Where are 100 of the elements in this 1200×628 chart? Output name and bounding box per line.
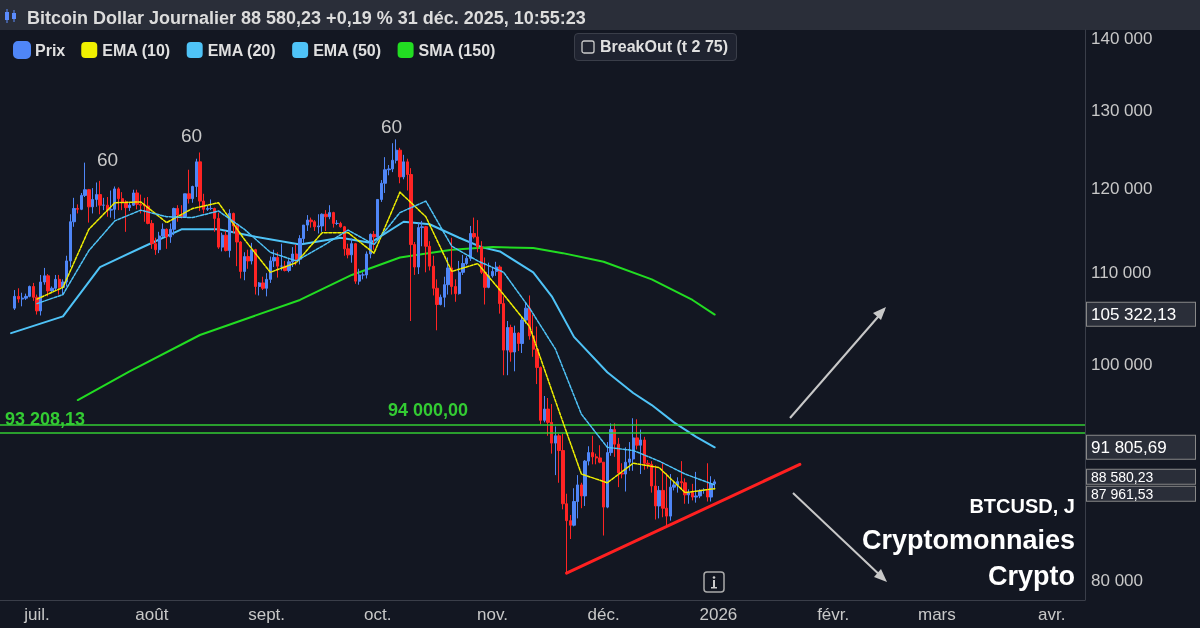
candlestick (258, 281, 261, 296)
candlestick (280, 243, 283, 272)
candlestick (17, 287, 20, 304)
candlestick (691, 483, 694, 501)
x-tick-label: févr. (817, 605, 850, 624)
candlestick (28, 285, 31, 298)
candlestick (46, 273, 50, 297)
annotation: 60 (181, 125, 203, 146)
candlestick (391, 142, 394, 173)
candlestick (676, 476, 679, 494)
x-tick-label: oct. (364, 605, 392, 624)
annotation: BTCUSD, J (969, 495, 1075, 517)
y-tick-label: 87 961,53 (1091, 485, 1154, 502)
candlestick (643, 436, 646, 471)
x-tick-label: août (135, 605, 169, 624)
candlestick (654, 464, 657, 521)
candlestick (343, 225, 346, 257)
candlestick (58, 274, 61, 296)
candlestick (687, 488, 690, 505)
candlestick (243, 251, 246, 281)
candlestick (635, 418, 639, 450)
candlestick (706, 462, 709, 503)
candlestick (398, 147, 402, 184)
annotation: 60 (97, 149, 119, 170)
candlestick (372, 230, 376, 251)
x-tick-label: nov. (477, 605, 508, 624)
candlestick (224, 230, 228, 252)
candlestick (198, 151, 202, 212)
candlestick (517, 331, 520, 352)
candlestick (309, 217, 313, 229)
candlestick (506, 320, 509, 376)
candlestick (21, 292, 24, 307)
candlestick (543, 395, 546, 423)
candlestick (417, 222, 420, 275)
candlestick (109, 190, 113, 219)
candlestick (354, 242, 357, 285)
candlestick (76, 203, 79, 214)
candlestick (261, 276, 265, 291)
x-tick-label: juil. (23, 605, 50, 624)
annotation: Cryptomonnaies (861, 524, 1075, 555)
legend-label: SMA (150) (418, 41, 496, 59)
candlestick (669, 473, 672, 522)
candlestick (183, 193, 187, 218)
chart-title: Bitcoin Dollar Journalier 88 580,23 +0,19 % 31 déc. 2025, 10:55:23 (27, 8, 586, 28)
x-tick-label: déc. (587, 605, 620, 624)
candlestick (320, 212, 324, 233)
candlestick (98, 180, 102, 215)
candlestick (509, 324, 513, 363)
annotation: BreakOut (t 2 75) (600, 38, 729, 56)
candlestick (221, 232, 224, 252)
annotation: Crypto (988, 560, 1075, 591)
x-tick-label: 2026 (699, 605, 738, 624)
candlestick (424, 225, 428, 273)
candlestick (113, 185, 116, 220)
candlestick (624, 446, 627, 493)
annotation: 60 (381, 116, 403, 137)
y-tick-label: 88 580,23 (1091, 468, 1154, 485)
candlestick (165, 227, 168, 250)
candlestick (295, 244, 298, 266)
ref-line-label: 93 208,13 (5, 408, 86, 429)
y-tick-label: 105 322,13 (1091, 304, 1177, 324)
candlestick (313, 219, 316, 232)
candlestick (117, 186, 120, 211)
y-tick-label: 91 805,69 (1091, 437, 1167, 457)
y-tick-label: 120 000 (1091, 178, 1153, 198)
candlestick (402, 154, 405, 180)
candlestick (591, 435, 594, 465)
candlestick (180, 204, 183, 219)
candlestick (228, 208, 231, 258)
y-tick-label: 130 000 (1091, 101, 1153, 121)
ref-line-label: 94 000,00 (388, 400, 469, 421)
legend-label: EMA (20) (207, 41, 276, 59)
candlestick (317, 213, 320, 235)
candlestick (324, 209, 328, 232)
candlestick (217, 212, 220, 250)
candlestick (580, 482, 583, 509)
candlestick (250, 242, 253, 265)
candlestick (469, 225, 472, 262)
candlestick (87, 188, 91, 224)
candlestick (694, 471, 698, 504)
candlestick (254, 248, 257, 296)
candlestick (143, 197, 146, 223)
candlestick (54, 274, 57, 292)
candlestick (328, 204, 331, 220)
candlestick (13, 289, 16, 311)
candlestick (554, 425, 557, 476)
y-tick-label: 80 000 (1091, 570, 1143, 590)
x-tick-label: avr. (1037, 605, 1066, 624)
candlestick (632, 417, 635, 472)
x-tick-label: sept. (248, 605, 286, 624)
legend-label: EMA (50) (313, 41, 382, 59)
legend-label: Prix (35, 41, 66, 59)
candlestick (639, 429, 642, 475)
candlestick (132, 189, 135, 207)
candlestick (187, 169, 191, 205)
candlestick (246, 249, 250, 270)
candlestick (276, 251, 279, 279)
candlestick (176, 204, 179, 223)
x-tick-label: mars (917, 605, 956, 624)
candlestick (657, 485, 661, 519)
